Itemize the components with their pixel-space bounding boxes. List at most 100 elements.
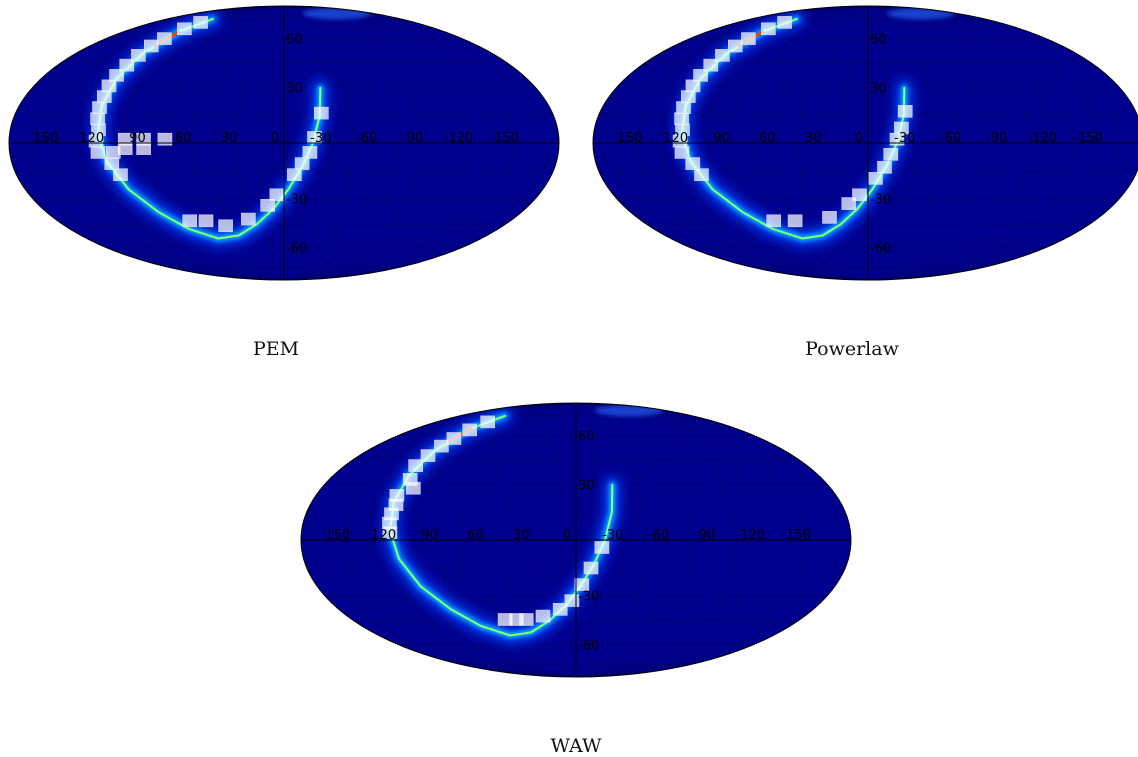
lat-tick-label: 60 <box>578 430 595 445</box>
lat-tick-label: 30 <box>286 82 303 97</box>
lon-tick-label: -90 <box>986 131 1007 146</box>
caption-pem: PEM <box>252 338 300 360</box>
sky-pixel <box>761 22 776 36</box>
lon-tick-label: 0 <box>271 131 279 146</box>
lat-tick-label: -30 <box>286 192 307 207</box>
sky-pixel <box>106 146 121 159</box>
sky-pixel <box>883 148 899 161</box>
sky-pixel <box>868 172 883 185</box>
sky-pixel <box>574 578 590 591</box>
lon-tick-label: 120 <box>663 131 688 146</box>
sky-pixel <box>741 32 756 45</box>
sky-pixel <box>703 58 719 72</box>
lon-tick-label: -60 <box>356 131 377 146</box>
caption-powerlaw: Powerlaw <box>805 338 899 360</box>
sky-pixel <box>218 219 233 233</box>
sky-pixel <box>852 188 867 202</box>
sky-pixel <box>822 211 837 224</box>
sky-pixel <box>446 432 462 445</box>
lon-tick-label: 0 <box>563 528 571 543</box>
sky-pixel <box>294 157 310 170</box>
sky-pixel <box>144 39 159 53</box>
lon-tick-label: -120 <box>444 131 474 146</box>
sky-pixel <box>715 49 730 62</box>
sky-pixel <box>241 212 256 226</box>
skymap-waw: 150 120 90 60 30 0 -30 -60 -90 -120 -150 60 30 -30 -60 <box>300 400 852 680</box>
lon-tick-label: 150 <box>617 131 642 146</box>
sky-pixel <box>693 69 708 82</box>
lat-tick-label: 60 <box>286 33 303 48</box>
sky-pixel <box>535 609 551 623</box>
sky-pixel <box>92 101 107 114</box>
sky-pixel <box>119 58 135 72</box>
lon-tick-label: 90 <box>713 131 730 146</box>
lon-tick-label: -30 <box>894 131 915 146</box>
lat-tick-label: 30 <box>870 82 887 97</box>
polar-glow <box>594 404 663 417</box>
lon-tick-label: 150 <box>325 528 350 543</box>
lon-tick-label: -150 <box>781 528 811 543</box>
sky-pixel <box>676 101 691 114</box>
sky-pixel <box>777 16 792 29</box>
sky-pixel <box>552 603 568 616</box>
lat-tick-label: 60 <box>870 33 887 48</box>
lon-tick-label: -30 <box>310 131 331 146</box>
skymap-pem: 150 120 90 60 30 0 -30 -60 -90 -120 -150 60 30 -30 -60 <box>8 3 560 283</box>
sky-pixel <box>287 168 302 181</box>
sky-pixel <box>157 132 173 146</box>
sky-pixel <box>462 423 477 437</box>
sky-pixel <box>260 199 275 212</box>
lon-tick-label: 30 <box>221 131 238 146</box>
lon-tick-label: -150 <box>1073 131 1103 146</box>
lon-tick-label: 90 <box>129 131 146 146</box>
sky-pixel <box>674 146 690 159</box>
sky-pixel <box>157 32 172 45</box>
lon-tick-label: -120 <box>736 528 766 543</box>
sky-pixel <box>198 214 214 228</box>
skymap-powerlaw: 150 120 90 60 30 0 -30 -60 -90 -120 -150 60 30 -30 -60 <box>592 3 1138 283</box>
lon-tick-label: -90 <box>694 528 715 543</box>
mollweide-plot: 150 120 90 60 30 0 -30 -60 -90 -120 -150 60 30 -30 -60 <box>300 402 852 678</box>
lon-tick-label: -120 <box>1028 131 1058 146</box>
sky-pixel <box>685 157 701 170</box>
sky-pixel <box>897 105 913 118</box>
sky-pixel <box>302 146 318 159</box>
sky-pixel <box>269 188 285 202</box>
sky-pixel <box>877 161 892 174</box>
sky-pixel <box>685 79 701 93</box>
lon-tick-label: 60 <box>467 528 484 543</box>
sky-pixel <box>434 439 449 453</box>
sky-pixel <box>766 214 781 228</box>
sky-pixel <box>131 49 146 62</box>
sky-pixel <box>594 541 610 554</box>
sky-pixel <box>90 146 106 159</box>
lon-tick-label: -150 <box>489 131 519 146</box>
sky-pixel <box>109 69 124 82</box>
polar-glow <box>886 7 955 20</box>
lat-tick-label: 30 <box>578 479 595 494</box>
sky-pixel <box>193 16 208 29</box>
lon-tick-label: 30 <box>513 528 530 543</box>
sky-pixel <box>694 168 709 181</box>
sky-pixel <box>408 459 423 472</box>
lat-tick-label: -30 <box>578 589 599 604</box>
caption-waw: WAW <box>550 735 602 757</box>
polar-glow <box>302 7 371 20</box>
sky-pixel <box>113 168 128 181</box>
sky-pixel <box>894 121 909 135</box>
sky-pixel <box>182 214 197 228</box>
sky-pixel <box>674 112 689 125</box>
lat-tick-label: -60 <box>286 241 307 256</box>
sky-pixel <box>177 22 192 36</box>
sky-pixel <box>681 90 696 103</box>
lon-tick-label: 120 <box>371 528 396 543</box>
sky-pixel <box>104 157 120 170</box>
lon-tick-label: -60 <box>940 131 961 146</box>
sky-pixel <box>480 415 495 429</box>
sky-pixel <box>382 526 398 539</box>
lat-tick-label: -30 <box>870 192 891 207</box>
sky-pixel <box>564 594 580 607</box>
sky-pixel <box>583 561 599 575</box>
lon-tick-label: 150 <box>33 131 58 146</box>
sky-pixel <box>90 112 105 125</box>
